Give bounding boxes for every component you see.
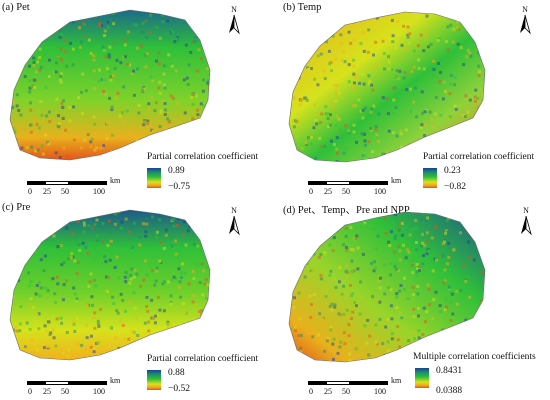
legend-min: 0.0388: [436, 386, 463, 396]
north-arrow-icon: [521, 215, 532, 236]
scale-bar: km 0 25 50 100: [27, 376, 121, 396]
north-arrow: N: [226, 5, 242, 35]
panel-d: (d) Pet、Temp、Pre and NPP N Multiple corr…: [275, 200, 550, 400]
panel-title: (a) Pet: [2, 2, 30, 13]
north-label: N: [522, 5, 528, 14]
scale-bar: km 0 25 50 100: [27, 176, 121, 196]
panel-title: (b) Temp: [283, 2, 322, 13]
scale-tick: 25: [324, 387, 332, 396]
north-arrow: N: [517, 5, 533, 35]
map-region: [288, 11, 486, 163]
map-region: [288, 211, 486, 363]
scale-unit: km: [110, 376, 121, 385]
scale-tick: 50: [61, 187, 69, 196]
panel-a: (a) Pet N Partial correlation coefficien…: [0, 0, 275, 200]
north-arrow: N: [518, 206, 534, 236]
scale-bar: km 0 25 50 100: [308, 376, 402, 396]
scale-tick: 25: [324, 187, 332, 196]
scale-tick: 100: [93, 187, 105, 196]
legend-colorbar: [423, 168, 437, 188]
scale-tick: 50: [61, 387, 69, 396]
scale-unit: km: [391, 176, 402, 185]
scale-tick: 100: [374, 187, 386, 196]
legend-title: Partial correlation coefficient: [147, 354, 259, 364]
scale-tick: 0: [309, 187, 313, 196]
region-shape: [288, 11, 486, 163]
scale-bar: km 0 25 50 100: [308, 176, 402, 196]
scale-unit: km: [391, 376, 402, 385]
legend-max: 0.8431: [436, 366, 463, 376]
legend-min: −0.52: [168, 384, 190, 394]
scale-tick: 0: [309, 387, 313, 396]
scale-tick: 50: [342, 187, 350, 196]
panel-b: (b) Temp N Partial correlation coefficie…: [275, 0, 550, 200]
legend-colorbar: [147, 168, 161, 188]
legend-max: 0.88: [168, 368, 185, 378]
map-region: [9, 9, 211, 161]
north-label: N: [231, 206, 237, 215]
panel-c: (c) Pre N Partial correlation coefficien…: [0, 200, 275, 400]
north-arrow: N: [226, 206, 242, 236]
region-shape: [9, 9, 211, 161]
legend-title: Multiple correlation coefficients: [413, 352, 536, 362]
map-region: [9, 209, 211, 361]
scale-tick: 25: [43, 387, 51, 396]
region-shape: [9, 209, 211, 361]
legend-min: −0.82: [444, 182, 466, 192]
north-arrow-icon: [229, 215, 240, 236]
north-arrow-icon: [520, 14, 531, 35]
panel-title: (d) Pet、Temp、Pre and NPP: [283, 205, 410, 216]
legend-colorbar: [415, 368, 429, 388]
north-arrow-icon: [229, 14, 240, 35]
north-label: N: [231, 5, 237, 14]
legend-max: 0.23: [444, 166, 461, 176]
north-label: N: [523, 206, 529, 215]
legend-colorbar: [147, 370, 161, 390]
scale-unit: km: [110, 176, 121, 185]
scale-tick: 0: [28, 187, 32, 196]
scale-tick: 50: [342, 387, 350, 396]
legend-min: −0.75: [168, 182, 190, 192]
scale-tick: 100: [374, 387, 386, 396]
panel-title: (c) Pre: [2, 202, 31, 213]
scale-tick: 0: [28, 387, 32, 396]
legend-title: Partial correlation coefficient: [423, 152, 535, 162]
scale-tick: 100: [93, 387, 105, 396]
legend-title: Partial correlation coefficient: [147, 152, 259, 162]
scale-tick: 25: [43, 187, 51, 196]
legend-max: 0.89: [168, 166, 185, 176]
